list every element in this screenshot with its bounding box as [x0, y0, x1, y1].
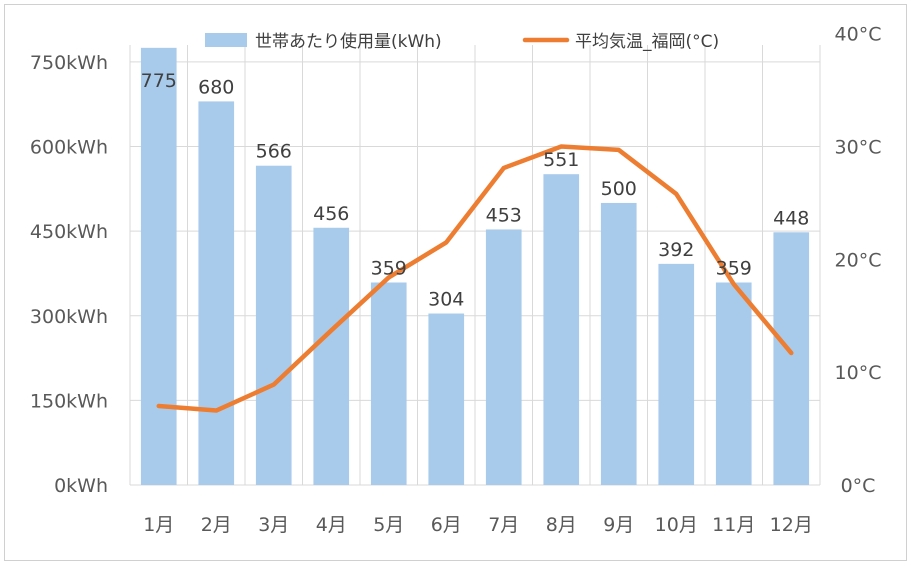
bar-5月 [370, 282, 407, 485]
bar-3月 [255, 165, 292, 485]
x-tick-label: 4月 [316, 514, 347, 536]
data-label: 359 [716, 257, 752, 279]
bar-series [140, 47, 810, 486]
x-tick-label: 7月 [488, 514, 519, 536]
bar-2月 [198, 101, 235, 486]
bar-11月 [715, 282, 752, 485]
x-tick-label: 11月 [712, 514, 755, 536]
x-tick-label: 10月 [655, 514, 698, 536]
left-axis-ticks: 0kWh 150kWh 300kWh 450kWh 600kWh 750kWh [30, 52, 108, 497]
gridlines [129, 45, 821, 486]
x-tick-label: 2月 [201, 514, 232, 536]
y-right-tick: 30°C [835, 137, 882, 159]
data-label: 448 [773, 207, 809, 229]
y-right-tick: 10°C [835, 362, 882, 384]
x-tick-label: 8月 [546, 514, 577, 536]
legend: 世帯あたり使用量(kWh) 平均気温_福岡(°C) [205, 31, 719, 52]
data-label: 551 [543, 149, 579, 171]
y-right-tick: 0°C [841, 475, 876, 497]
right-axis-ticks: 0°C 10°C 20°C 30°C 40°C [835, 24, 882, 497]
data-label: 453 [486, 204, 522, 226]
x-tick-label: 3月 [258, 514, 289, 536]
bar-6月 [428, 313, 465, 485]
chart: 775 680 566 456 359 304 453 551 500 392 359 448 0kW… [30, 24, 882, 536]
y-left-tick: 600kWh [30, 137, 108, 159]
data-label: 680 [198, 76, 234, 98]
legend-line-label: 平均気温_福岡(°C) [575, 32, 719, 52]
data-label: 566 [256, 141, 292, 163]
data-label: 392 [658, 239, 694, 261]
line-series [156, 144, 794, 413]
data-label: 500 [601, 178, 637, 200]
x-tick-label: 5月 [373, 514, 404, 536]
x-tick-label: 12月 [770, 514, 813, 536]
legend-bar-swatch [205, 33, 247, 47]
y-left-tick: 450kWh [30, 221, 108, 243]
data-label: 304 [428, 289, 464, 311]
y-left-tick: 750kWh [30, 52, 108, 74]
x-axis-ticks: 1月 2月 3月 4月 5月 6月 7月 8月 9月 10月 11月 12月 [143, 514, 813, 536]
bar-10月 [658, 263, 695, 485]
y-left-tick: 150kWh [30, 390, 108, 412]
data-label: 359 [371, 257, 407, 279]
legend-bar-label: 世帯あたり使用量(kWh) [255, 31, 442, 52]
x-tick-label: 1月 [143, 514, 174, 536]
x-tick-label: 9月 [603, 514, 634, 536]
bar-8月 [543, 174, 580, 485]
bar-12月 [773, 232, 810, 485]
y-right-tick: 20°C [835, 249, 882, 271]
bar-1月 [140, 47, 177, 485]
temperature-line [156, 144, 794, 413]
data-label: 775 [141, 70, 177, 92]
y-right-tick: 40°C [835, 24, 882, 46]
y-left-tick: 300kWh [30, 306, 108, 328]
bar-9月 [600, 202, 637, 485]
data-label: 456 [313, 203, 349, 225]
data-labels: 775 680 566 456 359 304 453 551 500 392 359 448 [141, 70, 810, 311]
y-left-tick: 0kWh [54, 475, 108, 497]
x-tick-label: 6月 [431, 514, 462, 536]
chart-frame: 775 680 566 456 359 304 453 551 500 392 359 448 0kW… [4, 4, 907, 561]
bar-7月 [485, 229, 522, 485]
bar-4月 [313, 227, 350, 485]
